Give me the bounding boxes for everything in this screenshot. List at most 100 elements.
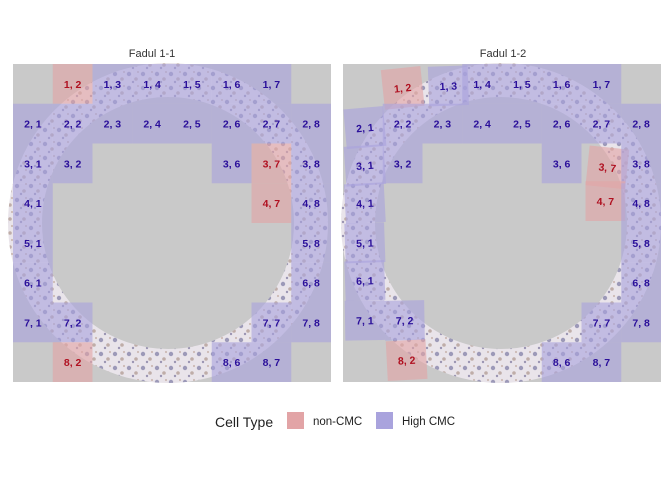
cell-label: 2, 8 [302,119,320,131]
cell-label: 3, 7 [598,161,617,175]
cell-6-8: 6, 8 [621,262,661,303]
cell-tile [132,103,172,144]
cell-3-8: 3, 8 [291,143,331,184]
cell-6-1: 6, 1 [13,262,53,303]
cell-tile [291,223,331,263]
cell-label: 4, 7 [597,196,615,208]
cell-label: 7, 2 [64,317,82,329]
cell-4-8: 4, 8 [291,183,331,223]
cell-label: 4, 1 [24,198,42,210]
cell-layer: 1, 2 1, 3 1, 4 1, 5 1, 6 1, 7 2, 1 2, 2 2, 3 2, 4… [13,64,331,382]
cell-2-4: 2, 4 [132,103,172,144]
cell-4-1: 4, 1 [13,183,53,223]
cell-tile [251,103,292,144]
cell-tile [344,260,386,302]
cell-label: 7, 8 [302,317,320,329]
cell-label: 2, 4 [143,119,161,131]
cell-label: 3, 1 [356,160,374,173]
cell-7-8: 7, 8 [291,302,331,343]
cell-label: 7, 7 [263,317,281,329]
cell-tile [343,106,387,150]
cell-tile [581,64,622,104]
panel-title: Fadul 1-1 [129,48,175,60]
cell-tile [291,183,331,223]
cell-1-2: 1, 2 [52,64,93,104]
cell-8-2: 8, 2 [52,342,93,382]
cell-3-1: 3, 1 [13,143,53,184]
cell-label: 1, 4 [143,79,161,91]
cell-7-2: 7, 2 [384,300,425,341]
cell-tile [621,262,661,303]
panel-fadul-1-2: Fadul 1-2 1, 2 1, 3 1, 4 1, 5 1, 6 1, 7 2, 1 2,… [341,48,661,383]
cell-tile [502,103,542,144]
cell-label: 6, 1 [24,278,42,290]
cell-4-1: 4, 1 [343,182,386,225]
cell-label: 3, 8 [302,158,320,170]
cell-tile [621,302,661,343]
cell-label: 2, 6 [223,119,241,131]
cell-label: 6, 8 [302,278,320,290]
cell-tile [384,300,425,341]
cell-3-2: 3, 2 [382,143,423,184]
cell-label: 3, 2 [394,158,412,170]
cell-tile [380,66,425,110]
cell-3-7: 3, 7 [585,145,630,190]
cell-6-1: 6, 1 [344,260,386,302]
cell-label: 2, 7 [263,119,281,131]
cell-label: 7, 1 [24,317,42,329]
cell-2-3: 2, 3 [422,103,463,144]
cell-4-7: 4, 7 [251,183,292,223]
cell-tile [427,65,469,107]
cell-1-3: 1, 3 [427,65,469,107]
cell-2-1: 2, 1 [343,106,387,150]
cell-label: 5, 1 [356,238,374,251]
legend-label-non-cmc: non-CMC [313,416,362,428]
cell-1-3: 1, 3 [92,64,133,104]
cell-label: 8, 2 [398,355,416,368]
cell-tile [251,64,292,104]
cell-8-7: 8, 7 [251,342,292,382]
cell-tile [52,143,93,184]
cell-layer: 1, 2 1, 3 1, 4 1, 5 1, 6 1, 7 2, 1 2, 2 2, 3 2, 4… [343,64,661,382]
cell-label: 2, 7 [593,119,611,131]
cell-tile [541,143,582,184]
cell-3-7: 3, 7 [251,143,292,184]
cell-tile [13,262,53,303]
cell-8-7: 8, 7 [581,342,622,382]
cell-7-1: 7, 1 [344,300,386,341]
cell-label: 4, 7 [263,198,281,210]
cell-tile [211,342,252,382]
legend-swatch-high-cmc [376,412,393,429]
cell-2-6: 2, 6 [211,103,252,144]
cell-label: 2, 3 [434,119,452,131]
cell-5-8: 5, 8 [621,223,661,263]
cell-8-6: 8, 6 [541,342,582,382]
cell-label: 7, 7 [593,317,611,329]
cell-3-2: 3, 2 [52,143,93,184]
cell-tile [382,103,423,144]
cell-tile [52,342,93,382]
cell-label: 1, 5 [513,79,531,91]
cell-tile [52,103,93,144]
cell-tile [291,302,331,343]
cell-label: 1, 2 [64,79,82,91]
cell-7-7: 7, 7 [251,302,292,343]
cell-2-2: 2, 2 [52,103,93,144]
cell-label: 2, 3 [104,119,122,131]
cell-2-8: 2, 8 [291,103,331,144]
cell-label: 7, 8 [632,317,650,329]
cell-tile [581,342,622,382]
cell-tile [291,143,331,184]
cell-5-1: 5, 1 [13,223,53,263]
cell-label: 2, 1 [356,122,375,135]
cell-tile [211,64,252,104]
cell-tile [13,143,53,184]
cell-label: 5, 8 [302,238,320,250]
cell-tile [541,103,582,144]
cell-5-1: 5, 1 [344,222,386,264]
cell-tile [291,262,331,303]
cell-tile [621,223,661,263]
cell-8-6: 8, 6 [211,342,252,382]
cell-tile [343,182,386,225]
cell-label: 2, 2 [64,119,82,131]
